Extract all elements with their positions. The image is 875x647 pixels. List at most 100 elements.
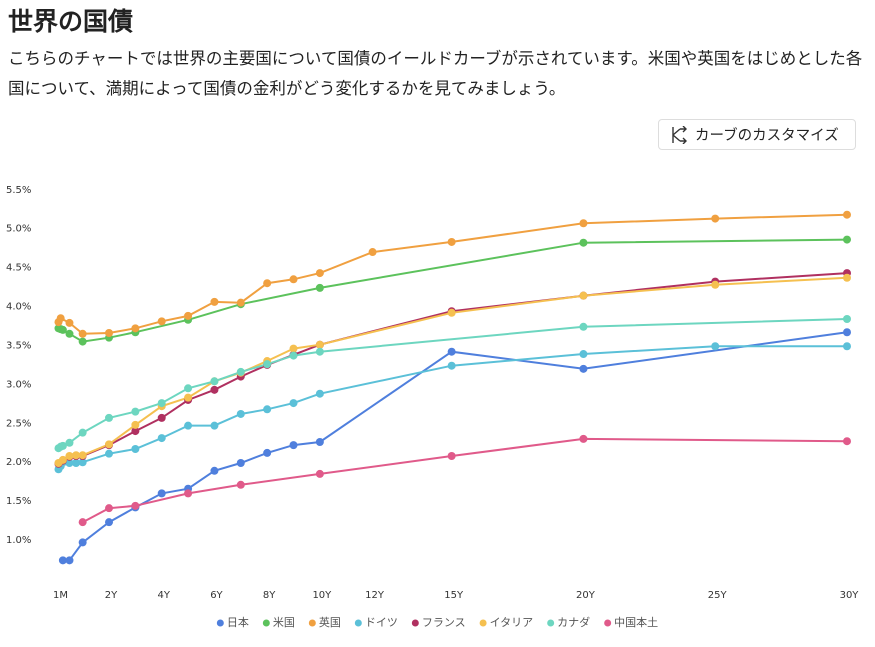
y-tick-label: 4.0% <box>6 302 31 313</box>
y-tick-label: 2.0% <box>6 457 31 468</box>
y-tick-label: 2.5% <box>6 418 31 429</box>
x-tick-label: 30Y <box>840 590 860 601</box>
data-point <box>105 440 114 449</box>
series-line <box>57 318 848 450</box>
series-line <box>57 276 848 464</box>
data-point <box>157 489 166 498</box>
legend-label: 日本 <box>227 615 249 629</box>
data-point <box>58 441 67 450</box>
data-point <box>65 329 74 338</box>
data-point <box>315 340 324 349</box>
legend-marker <box>308 619 316 627</box>
chart-subtitle: こちらのチャートでは世界の主要国について国債のイールドカーブが示されています。米… <box>8 49 863 98</box>
button-icon <box>672 125 687 144</box>
legend-label: カナダ <box>557 615 590 629</box>
y-tick-label: 3.5% <box>6 340 31 351</box>
data-point <box>263 405 272 414</box>
data-point <box>78 458 87 467</box>
chart-title: 世界の国債 <box>8 7 134 36</box>
data-point <box>157 413 166 422</box>
data-point <box>65 459 74 468</box>
series-line <box>58 238 848 343</box>
data-point <box>236 367 245 376</box>
x-tick-label: 25Y <box>708 590 728 601</box>
data-point <box>131 407 140 416</box>
data-point <box>447 308 456 317</box>
data-point <box>579 434 588 443</box>
x-tick-label: 4Y <box>157 590 170 601</box>
data-point <box>289 399 298 408</box>
data-point <box>131 501 140 510</box>
data-point <box>236 298 245 307</box>
data-point <box>843 273 851 282</box>
data-point <box>843 210 851 219</box>
data-point <box>368 248 377 257</box>
y-tick-label: 3.0% <box>6 379 31 390</box>
data-point <box>711 280 720 289</box>
x-tick-label: 8Y <box>263 590 276 601</box>
data-point <box>184 311 193 320</box>
data-point <box>447 452 456 461</box>
data-point <box>131 445 140 454</box>
data-point <box>289 441 298 450</box>
legend-label: 中国本土 <box>614 615 658 629</box>
data-point <box>263 279 272 288</box>
legend-marker <box>411 619 419 627</box>
y-tick-label: 1.5% <box>6 496 31 507</box>
data-point <box>157 434 166 443</box>
data-point <box>65 452 74 461</box>
data-point <box>184 384 193 393</box>
data-point <box>105 504 114 513</box>
data-point <box>58 455 67 464</box>
data-point <box>843 235 851 244</box>
y-tick-label: 1.0% <box>6 535 31 546</box>
data-point <box>315 347 324 356</box>
data-point <box>78 451 87 460</box>
data-point <box>78 518 87 527</box>
data-point <box>184 489 193 498</box>
data-point <box>579 291 588 300</box>
data-point <box>56 314 65 323</box>
x-tick-label: 12Y <box>365 590 385 601</box>
data-point <box>65 438 74 447</box>
data-point <box>843 342 851 351</box>
data-point <box>131 420 140 429</box>
legend-label: 英国 <box>319 615 341 629</box>
data-point <box>289 275 298 284</box>
data-point <box>579 322 588 331</box>
data-point <box>78 337 87 346</box>
data-point <box>315 469 324 478</box>
data-point <box>210 385 219 394</box>
data-point <box>78 538 87 547</box>
data-point <box>78 428 87 437</box>
customize-button[interactable]: カーブのカスタマイズ <box>658 119 856 150</box>
legend-label: イタリア <box>490 616 534 629</box>
data-point <box>210 421 219 430</box>
legend-marker <box>216 619 224 627</box>
data-point <box>72 451 81 460</box>
series-line <box>82 437 848 524</box>
legend-marker <box>262 619 270 627</box>
data-point <box>315 269 324 278</box>
data-point <box>65 318 74 327</box>
data-point <box>711 214 720 223</box>
data-point <box>263 448 272 457</box>
legend-marker <box>547 619 555 627</box>
legend-marker <box>354 619 362 627</box>
data-point <box>157 317 166 326</box>
data-point <box>843 437 851 446</box>
data-point <box>289 344 298 353</box>
data-point <box>184 421 193 430</box>
data-point <box>236 480 245 489</box>
data-point <box>105 449 114 458</box>
legend-label: フランス <box>422 616 466 629</box>
data-point <box>843 315 851 324</box>
button-label: カーブのカスタマイズ <box>695 128 839 144</box>
data-point <box>236 459 245 468</box>
x-tick-label: 6Y <box>210 590 223 601</box>
data-point <box>78 329 87 338</box>
y-tick-label: 5.5% <box>6 185 31 196</box>
legend-marker <box>604 619 612 627</box>
